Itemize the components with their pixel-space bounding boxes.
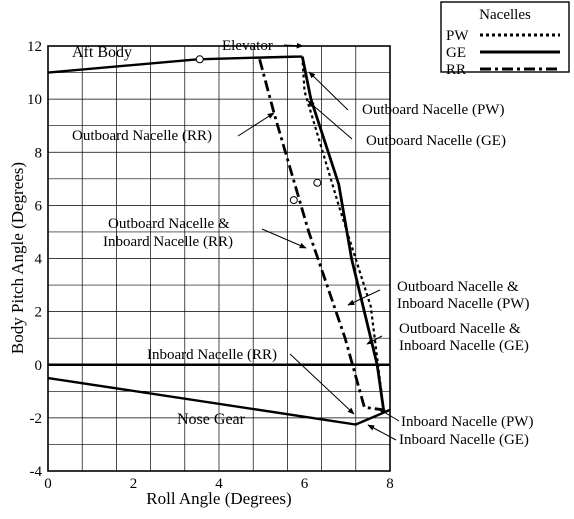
circle-markers [195,55,322,205]
annotation-leader [347,289,381,306]
plot-border [47,45,391,472]
y-tick-label: 8 [35,145,43,161]
legend-label: GE [446,45,466,61]
series-line-solid [300,56,385,411]
annotation-label: Outboard Nacelle & [108,216,230,232]
annotation-label: Outboard Nacelle & [399,321,521,337]
x-tick-label: 6 [301,476,309,492]
annotation-label: Elevator [222,38,273,54]
x-tick-label: 4 [215,476,223,492]
x-tick-label: 2 [130,476,138,492]
annotation-leader [283,42,304,49]
circle-marker [289,196,298,205]
annotation-leader [366,335,383,345]
y-axis-label: Body Pitch Angle (Degrees) [8,162,27,354]
y-tick-label: 10 [27,92,42,108]
x-axis-label: Roll Angle (Degrees) [146,489,291,508]
y-tick-label: -2 [30,411,43,427]
y-tick-label: 6 [35,198,43,214]
annotation-leader [367,424,397,441]
legend-title: Nacelles [479,7,531,23]
annotation-label: Outboard Nacelle (RR) [72,128,212,144]
boundary-line [47,376,391,426]
annotation-label: Inboard Nacelle (RR) [103,234,233,250]
annotation-leader [289,353,355,415]
annotation-leader [237,112,275,137]
annotation-label: Aft Body [72,44,132,61]
series-line-dash-dot [258,58,384,412]
y-tick-label: 0 [35,358,43,374]
annotation-leader [378,408,400,422]
annotation-label: Nose Gear [177,411,246,428]
nacelle-series [258,56,385,412]
circle-marker [195,55,204,64]
annotation-label: Outboard Nacelle (GE) [366,133,506,149]
annotation-leader [261,228,307,249]
annotation-leader [307,100,353,140]
grid [47,45,391,472]
annotation-label: Inboard Nacelle (PW) [401,414,533,430]
y-tick-label: 2 [35,305,43,321]
x-tick-labels: 0 2 4 6 8 [44,476,394,492]
annotation-label: Inboard Nacelle (RR) [147,347,277,363]
annotation-label: Outboard Nacelle & [397,279,519,295]
y-tick-label: 12 [27,39,42,55]
y-tick-labels: -4 -2 0 2 4 6 8 10 12 [27,39,43,480]
annotations: Aft Body Elevator Nose Gear Outboard Nacell… [72,38,533,448]
annotation-label: Inboard Nacelle (GE) [399,338,529,354]
x-tick-label: 8 [386,476,394,492]
plot-frame [47,45,391,472]
annotation-leader [308,71,349,111]
legend-label: RR [446,62,466,78]
legend-box [440,1,570,73]
circle-marker [313,178,322,187]
series-line-dotted [301,56,385,411]
annotation-label: Inboard Nacelle (GE) [399,432,529,448]
x-tick-label: 0 [44,476,52,492]
annotation-label: Outboard Nacelle (PW) [362,102,504,118]
legend-label: PW [446,28,469,44]
y-tick-label: -4 [30,464,43,480]
annotation-label: Inboard Nacelle (PW) [397,296,529,312]
y-tick-label: 4 [35,252,43,268]
